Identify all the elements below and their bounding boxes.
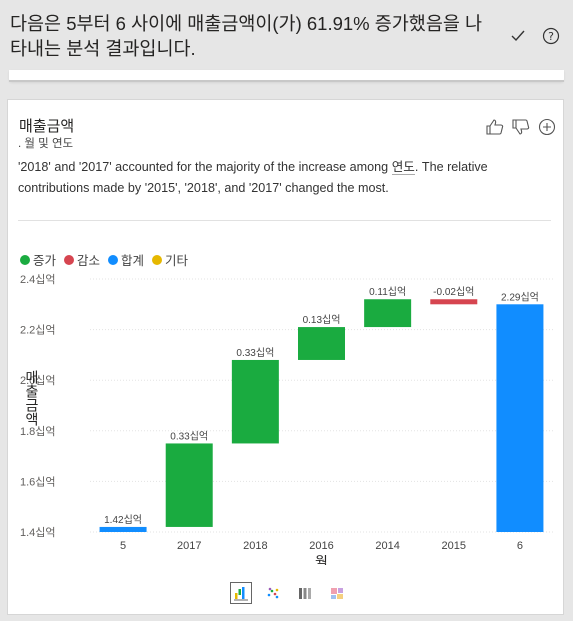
waterfall-bar[interactable]: [430, 299, 478, 305]
data-label: 1.42십억: [104, 514, 142, 526]
x-tick-label: 2018: [243, 540, 267, 552]
y-axis-title: 매출금액: [24, 370, 40, 426]
data-label: 0.11십억: [369, 286, 406, 298]
narrative-part-1: '2018' and '2017' accounted for the majo…: [18, 160, 392, 174]
x-tick-label: 6: [517, 540, 523, 552]
y-tick-label: 1.8십억: [20, 425, 56, 438]
legend-label: 증가: [33, 254, 57, 268]
divider: [18, 220, 551, 221]
waterfall-chart-icon[interactable]: [230, 582, 252, 604]
waterfall-bar[interactable]: [496, 304, 544, 532]
previous-card-edge: [9, 70, 564, 82]
waterfall-bar[interactable]: [364, 299, 412, 328]
legend-dot: [108, 254, 119, 265]
y-tick-label: 1.4십억: [20, 526, 56, 539]
column-chart-icon[interactable]: [294, 582, 316, 604]
x-tick-label: 5: [120, 540, 126, 552]
x-tick-label: 2017: [177, 540, 201, 552]
chart-legend: 증가 감소 합계 기타: [20, 250, 188, 269]
legend-item-decrease[interactable]: 감소: [64, 250, 100, 269]
data-label: 0.33십억: [170, 430, 208, 442]
legend-label: 감소: [77, 254, 101, 268]
thumbs-down-icon[interactable]: [511, 117, 531, 137]
card-title: 매출금액: [19, 118, 75, 135]
legend-dot: [152, 254, 163, 265]
legend-dot: [64, 254, 75, 265]
narrative-field-link[interactable]: 연도: [391, 160, 415, 175]
y-tick-label: 1.6십억: [20, 475, 56, 488]
svg-text:?: ?: [548, 30, 554, 43]
help-circle-icon[interactable]: ?: [541, 26, 561, 46]
y-tick-label: 2.4십억: [20, 273, 56, 286]
legend-dot: [20, 254, 30, 265]
waterfall-bar[interactable]: [298, 327, 345, 360]
data-label: 0.13십억: [303, 314, 341, 326]
y-tick-label: 2.2십억: [20, 324, 56, 337]
card-subtitle: . 월 및 연도: [18, 138, 74, 150]
scatter-chart-icon[interactable]: [262, 582, 284, 604]
treemap-icon[interactable]: [326, 582, 348, 604]
waterfall-chart[interactable]: 1.4십억 1.6십억 1.8십억 2.0십억 2.2십억 2.4십억 1.42십억 5 0.3…: [8, 265, 565, 565]
data-label: -0.02십억: [433, 286, 474, 298]
waterfall-bar[interactable]: [99, 526, 147, 532]
narrative-part-2: . The relative contributions made by '20…: [18, 160, 488, 195]
visual-type-switcher: [230, 582, 348, 604]
x-axis-title: 월: [315, 555, 328, 565]
qna-visual-card: 매출금액 . 월 및 연도 '2018' and '2017' accounte…: [7, 99, 564, 615]
waterfall-bar[interactable]: [231, 359, 279, 444]
x-tick-label: 2016: [309, 540, 333, 552]
y-tick-label: 2.0십억: [20, 374, 56, 387]
legend-item-increase[interactable]: 증가: [20, 250, 56, 269]
plus-circle-icon[interactable]: [537, 117, 557, 137]
x-tick-label: 2014: [375, 540, 399, 552]
question-text: 다음은 5부터 6 사이에 매출금액이(가) 61.91% 증가했음을 나타내는…: [10, 13, 483, 59]
legend-label: 합계: [121, 254, 145, 268]
legend-item-other[interactable]: 기타: [152, 250, 188, 269]
narrative-text: '2018' and '2017' accounted for the majo…: [18, 157, 548, 199]
legend-label: 기타: [165, 254, 189, 268]
legend-item-total[interactable]: 합계: [108, 250, 144, 269]
question-header: 다음은 5부터 6 사이에 매출금액이(가) 61.91% 증가했음을 나타내는…: [0, 0, 573, 80]
x-tick-label: 2015: [442, 540, 466, 552]
card-actions: [485, 117, 557, 137]
check-icon[interactable]: [508, 26, 528, 46]
data-label: 0.33십억: [236, 347, 274, 359]
waterfall-bar[interactable]: [165, 443, 213, 527]
thumbs-up-icon[interactable]: [485, 117, 505, 137]
data-label: 2.29십억: [501, 291, 539, 303]
